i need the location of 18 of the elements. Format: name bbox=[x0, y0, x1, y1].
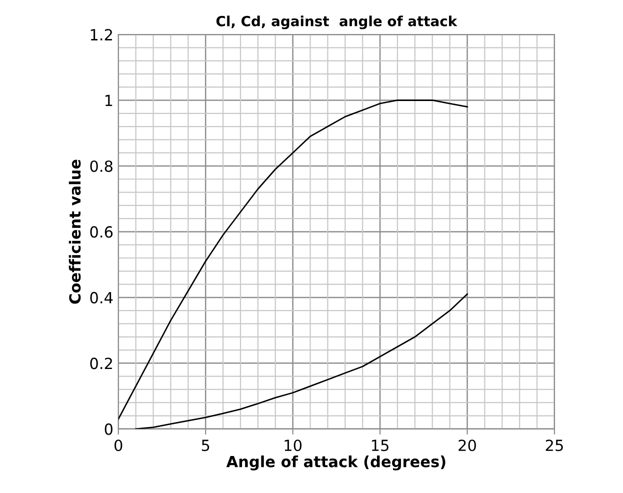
y-tick-label: 0.4 bbox=[90, 292, 113, 304]
x-tick-label: 15 bbox=[372, 440, 388, 452]
y-tick-label: 0.2 bbox=[90, 358, 112, 370]
y-tick-label: 1.2 bbox=[90, 28, 112, 40]
line-series bbox=[135, 293, 468, 429]
y-tick-label: 0.6 bbox=[90, 226, 113, 238]
y-axis-title: Coefficient value bbox=[68, 160, 81, 304]
x-tick-label: 10 bbox=[284, 440, 302, 452]
chart-title: Cl, Cd, against angle of attack bbox=[216, 16, 458, 30]
x-axis-title: Angle of attack (degrees) bbox=[226, 456, 446, 470]
line-series bbox=[118, 100, 468, 420]
y-tick-label: 1 bbox=[105, 94, 112, 106]
x-tick-label: 0 bbox=[114, 440, 122, 452]
y-tick-label: 0 bbox=[104, 423, 112, 435]
x-tick-label: 20 bbox=[458, 440, 476, 452]
x-tick-label: 25 bbox=[546, 440, 563, 452]
y-tick-label: 0.8 bbox=[90, 160, 112, 172]
x-tick-label: 5 bbox=[202, 440, 210, 452]
